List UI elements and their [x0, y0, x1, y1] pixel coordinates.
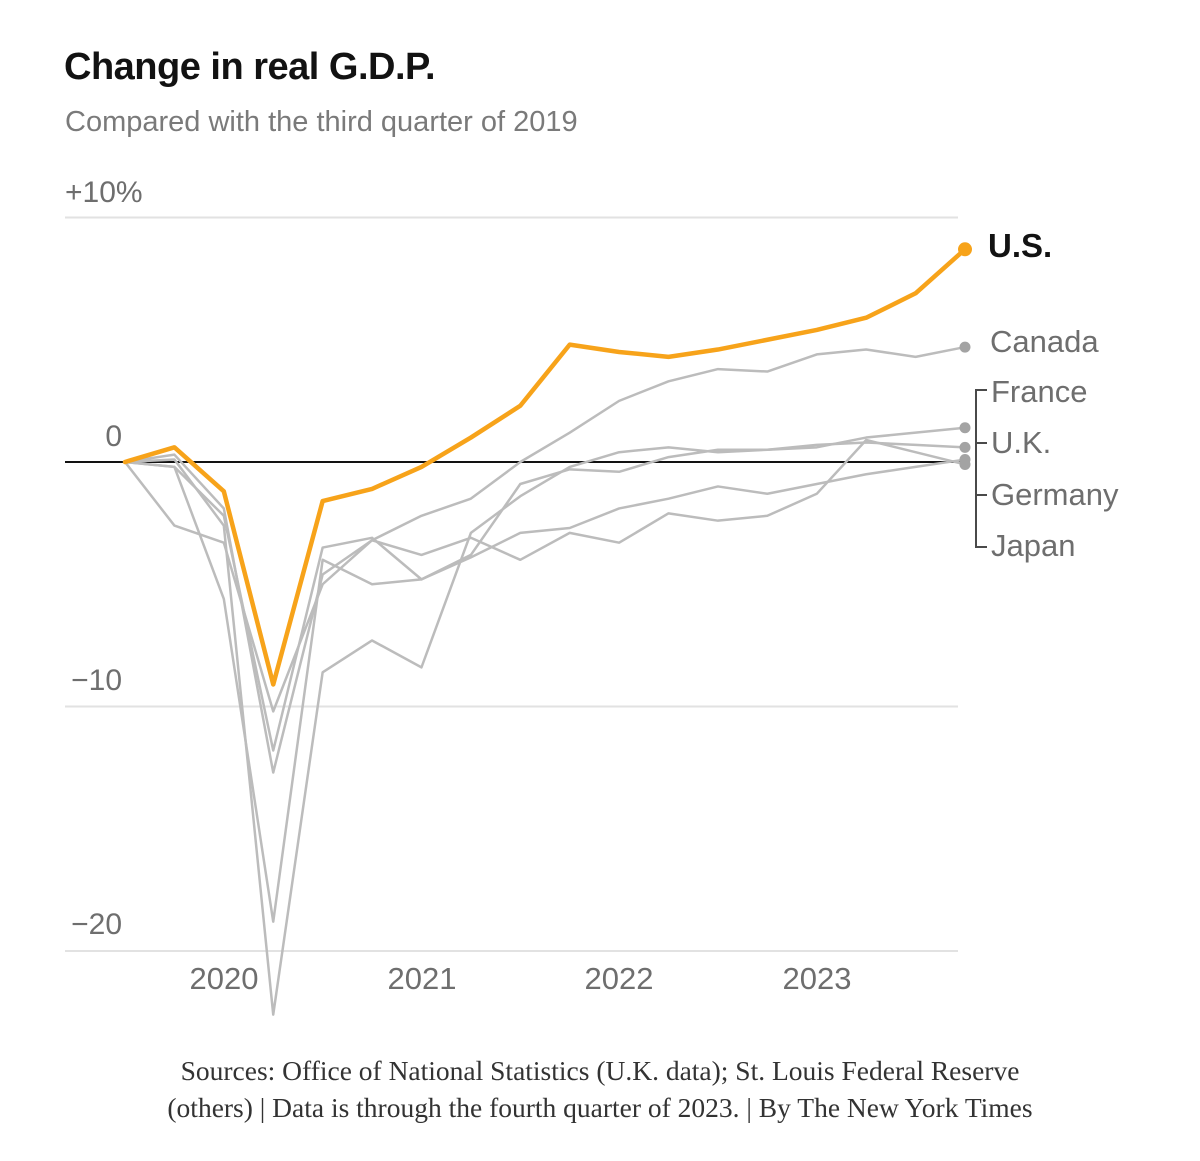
source-credit: Sources: Office of National Statistics (…	[35, 1052, 1165, 1126]
x-axis-label-2021: 2021	[387, 961, 457, 996]
series-label-germany: Germany	[991, 477, 1119, 512]
y-axis-label-minus10: −10	[71, 664, 122, 697]
source-credit-line2: (others) | Data is through the fourth qu…	[167, 1092, 1033, 1123]
chart-subtitle: Compared with the third quarter of 2019	[65, 106, 578, 138]
series-label-canada: Canada	[990, 324, 1099, 359]
source-credit-line1: Sources: Office of National Statistics (…	[180, 1055, 1020, 1086]
x-axis-label-2022: 2022	[584, 961, 654, 996]
y-axis-label-plus10: +10%	[65, 176, 143, 209]
series-label-uk: U.K.	[991, 425, 1052, 460]
series-label-france: France	[991, 374, 1088, 409]
x-axis-label-2020: 2020	[189, 961, 259, 996]
series-label-us: U.S.	[988, 227, 1053, 264]
y-axis-label-zero: 0	[105, 420, 122, 453]
series-label-japan: Japan	[991, 528, 1076, 563]
y-axis-label-minus20: −20	[71, 908, 122, 941]
chart-title: Change in real G.D.P.	[64, 46, 436, 88]
x-axis-label-2023: 2023	[782, 961, 852, 996]
